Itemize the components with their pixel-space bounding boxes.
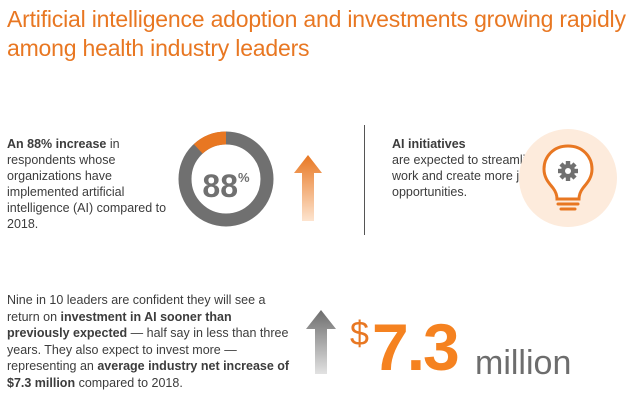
up-arrow-icon <box>294 155 322 221</box>
donut-number: 88 <box>202 168 239 204</box>
amount-unit: million <box>475 344 572 382</box>
ai-initiatives-statement: AI initiatives are expected to streamline… <box>392 136 542 200</box>
donut-remainder-arc <box>178 131 274 227</box>
ai-initiatives-lead: AI initiatives <box>392 137 466 151</box>
investment-text-2: — half say in less than three years. The… <box>7 326 289 373</box>
investment-bold-2: average industry net increase of $7.3 mi… <box>7 359 290 390</box>
amount-value: 7.3 <box>372 310 460 384</box>
donut-value: 88% <box>178 160 274 204</box>
investment-text-3: compared to 2018. <box>75 375 183 390</box>
investment-statement: Nine in 10 leaders are confident they wi… <box>7 292 297 391</box>
investment-text-1: Nine in 10 leaders are confident they wi… <box>7 293 266 324</box>
adoption-body: in respondents whose organizations have … <box>7 137 167 231</box>
investment-bold-1: investment in AI sooner than previously … <box>7 309 232 341</box>
adoption-lead: An 88% increase <box>7 137 107 151</box>
adoption-donut-chart <box>178 131 274 227</box>
currency-symbol: $ <box>350 315 369 353</box>
donut-percent-sign: % <box>238 170 250 185</box>
section-divider <box>364 125 365 235</box>
adoption-statement: An 88% increase in respondents whose org… <box>7 136 177 232</box>
up-arrow-icon <box>306 310 336 374</box>
lightbulb-gear-icon <box>519 129 617 227</box>
ai-initiatives-body: are expected to streamline work and crea… <box>392 153 540 199</box>
page-title: Artificial intelligence adoption and inv… <box>7 6 626 61</box>
